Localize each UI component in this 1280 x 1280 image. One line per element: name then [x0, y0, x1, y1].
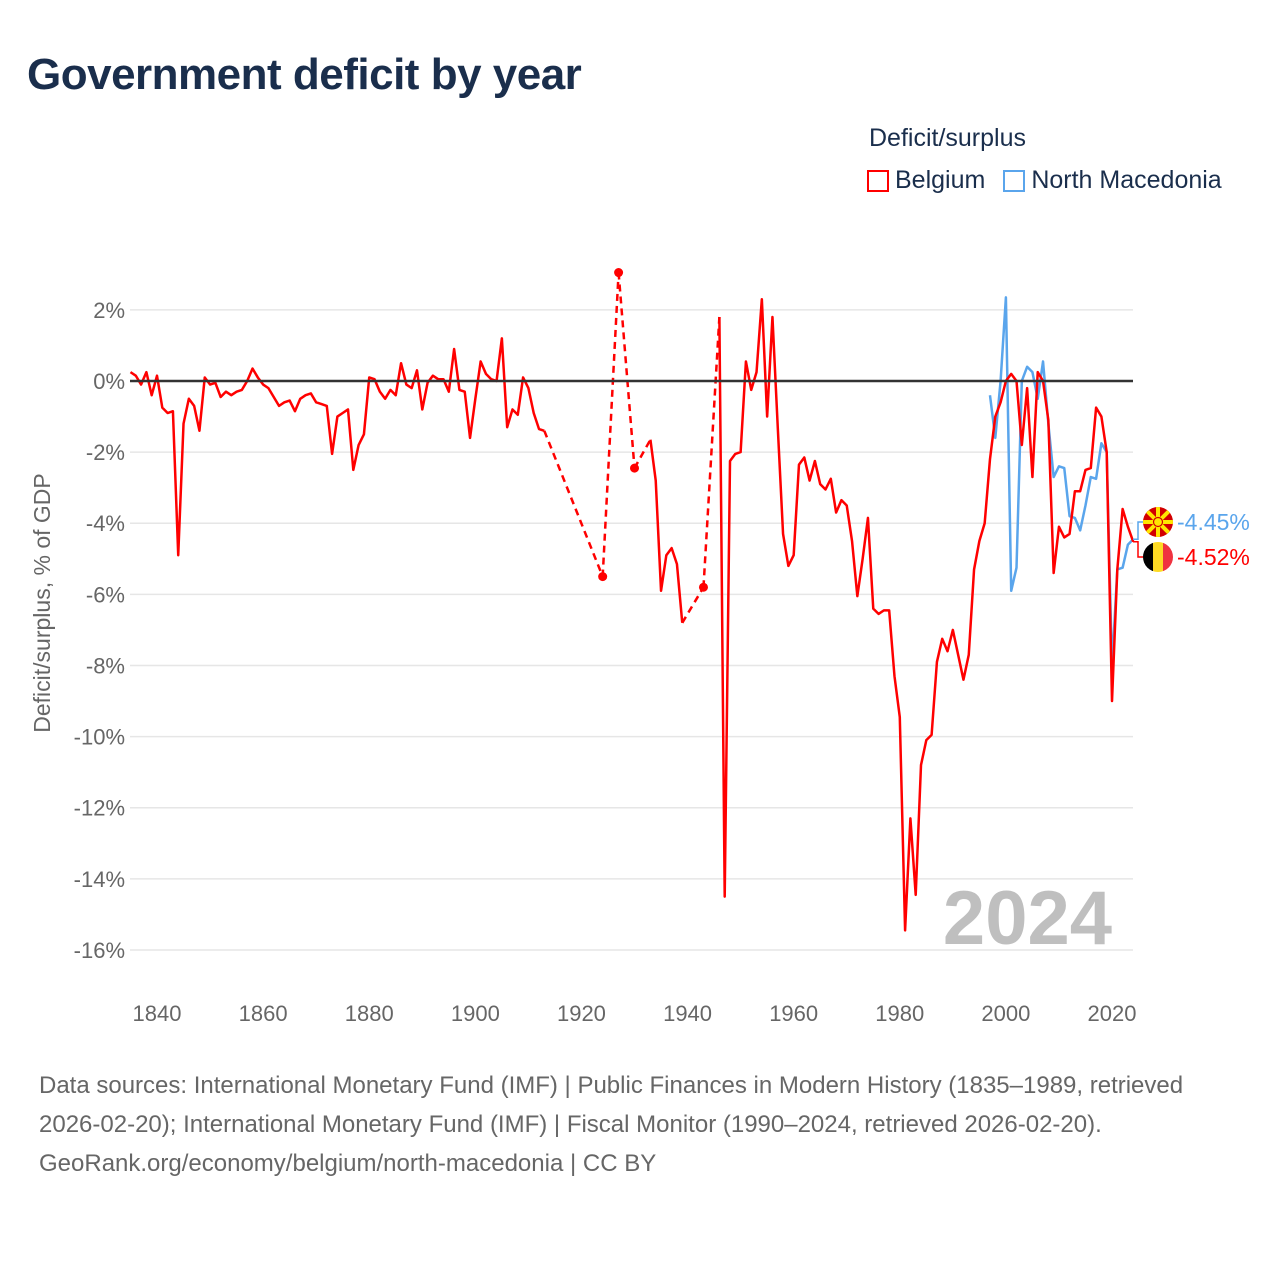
y-tick-label: -2% — [86, 440, 125, 465]
chart-title: Government deficit by year — [27, 50, 582, 99]
legend-label: North Macedonia — [1031, 166, 1222, 194]
x-tick-label: 2000 — [981, 1001, 1030, 1026]
x-tick-label: 1940 — [663, 1001, 712, 1026]
flag-stripe — [1163, 542, 1173, 572]
y-tick-label: 0% — [93, 369, 125, 394]
series-gap-segment — [633, 439, 652, 469]
legend-swatch-belgium — [867, 169, 889, 192]
north-macedonia-flag-icon — [1143, 507, 1173, 537]
series-line — [129, 337, 545, 557]
series-belgium — [129, 268, 1135, 932]
series-line — [718, 297, 1135, 932]
x-tick-label: 1880 — [345, 1001, 394, 1026]
y-tick-label: -4% — [86, 511, 125, 536]
x-tick-label: 1980 — [875, 1001, 924, 1026]
end-label-connector — [1133, 540, 1143, 558]
y-tick-label: -14% — [74, 867, 125, 892]
belgium-flag-icon — [1143, 542, 1173, 572]
y-tick-label: -10% — [74, 725, 125, 750]
series-gap-segment — [543, 430, 604, 578]
data-sources: Data sources: International Monetary Fun… — [39, 1072, 1184, 1138]
legend-label: Belgium — [895, 166, 986, 194]
legend-item-belgium[interactable]: Belgium — [867, 166, 985, 195]
y-tick-label: -6% — [86, 582, 125, 607]
x-tick-label: 1920 — [557, 1001, 606, 1026]
legend: Belgium North Macedonia — [867, 166, 1222, 195]
series-line — [649, 439, 684, 623]
credit-link[interactable]: GeoRank.org/economy/belgium/north-macedo… — [39, 1150, 657, 1177]
end-value-label: -4.52% — [1177, 544, 1250, 570]
series-gap-segment — [702, 316, 721, 588]
series-north-macedonia — [988, 296, 1135, 669]
x-tick-label: 1860 — [239, 1001, 288, 1026]
y-tick-label: -8% — [86, 653, 125, 678]
end-label-connector — [1133, 521, 1143, 540]
y-tick-label: -16% — [74, 938, 125, 963]
x-tick-label: 1960 — [769, 1001, 818, 1026]
legend-swatch-north-macedonia — [1003, 169, 1026, 192]
x-tick-label: 2020 — [1088, 1001, 1137, 1026]
flag-stripe — [1153, 542, 1163, 572]
footer: Data sources: International Monetary Fun… — [39, 1066, 1239, 1183]
x-tick-label: 1900 — [451, 1001, 500, 1026]
end-value-label: -4.45% — [1177, 509, 1250, 535]
series-line — [988, 296, 1135, 669]
series-gap-segment — [617, 272, 636, 469]
y-tick-label: -12% — [74, 796, 125, 821]
year-watermark: 2024 — [943, 876, 1112, 961]
series-gap-segment — [681, 586, 705, 624]
flag-stripe — [1143, 542, 1153, 572]
legend-title: Deficit/surplus — [869, 124, 1026, 152]
legend-item-north-macedonia[interactable]: North Macedonia — [1003, 166, 1222, 195]
line-chart: 2% 0% -2% -4% -6% -8% -10% -12% -14% -16% 1840 1860… — [29, 268, 1250, 1026]
y-axis-label: Deficit/surplus, % of GDP — [29, 473, 55, 732]
flag-sun — [1152, 516, 1164, 528]
y-tick-label: 2% — [93, 298, 125, 323]
series-gap-segment — [601, 272, 620, 577]
x-tick-label: 1840 — [133, 1001, 182, 1026]
